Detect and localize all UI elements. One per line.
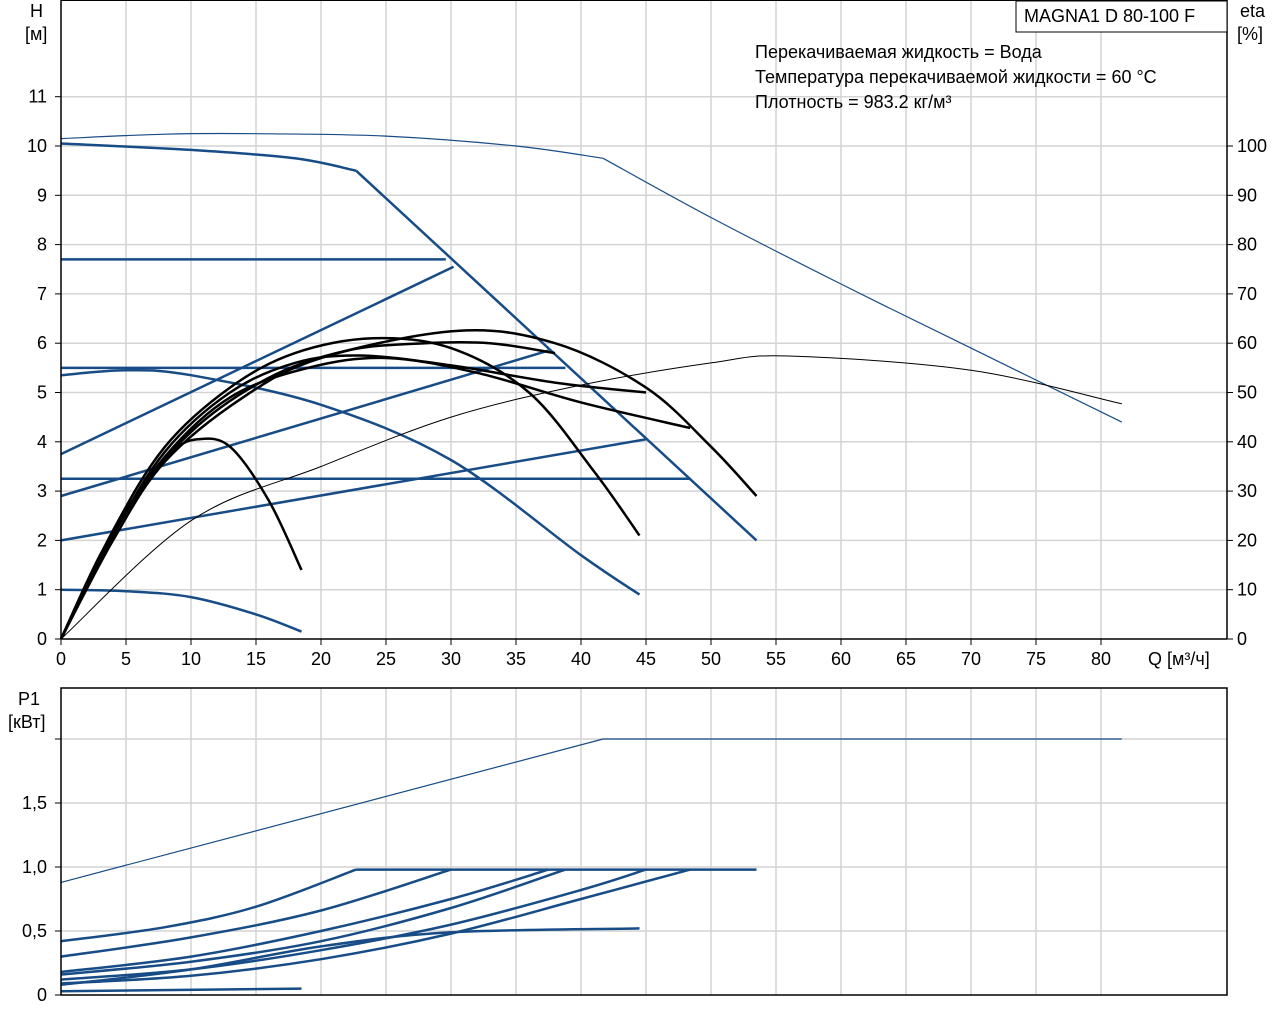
x-tick-label: 75 — [1026, 649, 1046, 669]
y-tick-label: 3 — [37, 481, 47, 501]
x-tick-label: 55 — [766, 649, 786, 669]
axes: 0 5 10 15 20 25 30 35 40 45 50 55 60 65 70 75 8001234567… — [22, 0, 1267, 1005]
curve-pp-mid — [60, 349, 549, 498]
curve-eta-1 — [59, 437, 303, 640]
y-tick-label: 0 — [37, 985, 47, 1005]
y-tick-label: 1,0 — [22, 857, 47, 877]
y-axis-unit-p1: [кВт] — [8, 712, 46, 732]
curve-h-max — [60, 142, 357, 172]
x-tick-label: 0 — [56, 649, 66, 669]
curve-p1-min — [60, 987, 302, 993]
x-tick-label: 45 — [636, 649, 656, 669]
y-tick-label: 11 — [28, 87, 47, 107]
y-axis-label-h: H — [30, 1, 43, 21]
curve-p1-4 — [60, 868, 566, 976]
curve-p1-max-thin — [60, 738, 1122, 883]
curve-speed-iii — [60, 369, 641, 596]
x-tick-label: 35 — [506, 649, 526, 669]
y2-tick-label: 60 — [1237, 333, 1257, 353]
curve-p1-2 — [60, 868, 452, 958]
y-tick-label: 6 — [37, 333, 47, 353]
x-tick-label: 40 — [571, 649, 591, 669]
y2-tick-label: 70 — [1237, 284, 1257, 304]
y2-tick-label: 50 — [1237, 383, 1257, 403]
x-tick-label: 65 — [896, 649, 916, 669]
x-tick-label: 60 — [831, 649, 851, 669]
liquid-annotation: Перекачиваемая жидкость = Вода — [755, 42, 1043, 62]
y2-tick-label: 40 — [1237, 432, 1257, 452]
curve-h-max-limit — [355, 169, 758, 542]
curve-h-max-thin — [60, 132, 604, 159]
y2-axis-unit-eta: [%] — [1237, 24, 1263, 44]
curve-eta-3 — [59, 329, 758, 640]
curve-p1-3 — [60, 868, 549, 974]
y-tick-label: 2 — [37, 530, 47, 550]
head-chart-series — [59, 132, 1123, 640]
y2-tick-label: 30 — [1237, 481, 1257, 501]
power-chart-frame — [60, 687, 1228, 996]
y-tick-label: 10 — [27, 136, 47, 156]
y-axis-unit-h: [м] — [25, 24, 47, 44]
x-tick-label: 5 — [121, 649, 131, 669]
x-tick-label: 15 — [246, 649, 266, 669]
curve-p1-6 — [60, 868, 691, 985]
x-tick-label: 20 — [311, 649, 331, 669]
curve-pp-low — [60, 438, 647, 542]
y2-tick-label: 80 — [1237, 235, 1257, 255]
curve-p1-speed-iii — [60, 927, 640, 987]
y-tick-label: 0,5 — [22, 921, 47, 941]
y-axis-label-p1: P1 — [18, 689, 40, 709]
y-tick-label: 5 — [37, 383, 47, 403]
y2-axis-label-eta: eta — [1240, 1, 1266, 21]
y-tick-label: 1 — [37, 580, 47, 600]
y2-tick-label: 100 — [1237, 136, 1267, 156]
model-title-box — [1015, 0, 1228, 33]
curve-eta-6 — [59, 340, 556, 640]
head-chart-grid — [61, 0, 1227, 639]
curve-pp-high — [60, 265, 455, 456]
curve-eta-2 — [59, 336, 641, 640]
y-tick-label: 7 — [37, 284, 47, 304]
curve-h-max-thin-limit — [602, 157, 1123, 423]
y2-tick-label: 90 — [1237, 185, 1257, 205]
x-tick-label: 30 — [441, 649, 461, 669]
x-axis-label-q: Q [м³/ч] — [1148, 649, 1210, 669]
curve-p1-max — [60, 868, 357, 943]
y2-tick-label: 20 — [1237, 530, 1257, 550]
model-title: MAGNA1 D 80-100 F — [1024, 6, 1195, 26]
x-tick-label: 25 — [376, 649, 396, 669]
temperature-annotation: Температура перекачиваемой жидкости = 60… — [755, 67, 1157, 87]
curve-eta-4 — [59, 354, 647, 640]
y-tick-label: 0 — [37, 629, 47, 649]
curve-eta-5 — [59, 356, 691, 640]
power-chart-series — [60, 738, 1122, 993]
y2-tick-label: 0 — [1237, 629, 1247, 649]
y-tick-label: 9 — [37, 185, 47, 205]
density-annotation: Плотность = 983.2 кг/м³ — [755, 92, 951, 112]
y-tick-label: 8 — [37, 235, 47, 255]
x-tick-label: 50 — [701, 649, 721, 669]
y-tick-label: 1,5 — [22, 793, 47, 813]
y2-tick-label: 10 — [1237, 580, 1257, 600]
x-tick-label: 80 — [1091, 649, 1111, 669]
x-tick-label: 70 — [961, 649, 981, 669]
y-tick-label: 4 — [37, 432, 47, 452]
curve-min-curve — [60, 588, 302, 633]
x-tick-label: 10 — [181, 649, 201, 669]
